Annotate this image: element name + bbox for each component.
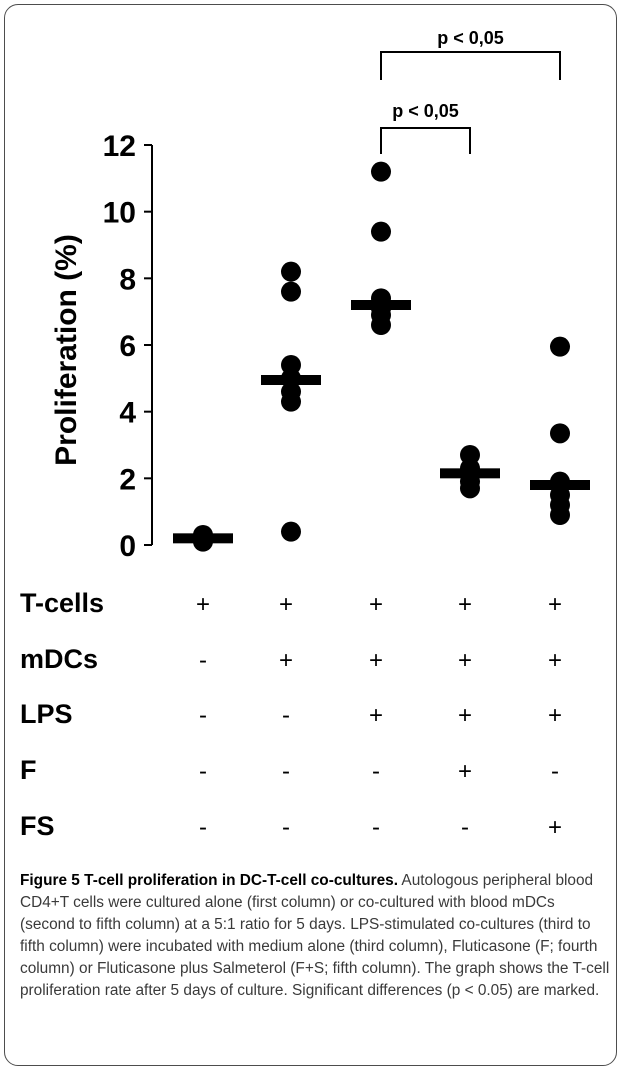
condition-label: T-cells	[20, 588, 104, 618]
significance-bracket	[381, 52, 560, 80]
data-point	[460, 478, 480, 498]
data-point	[281, 522, 301, 542]
y-axis-label: Proliferation (%)	[50, 234, 83, 466]
data-point	[371, 315, 391, 335]
y-tick-label: 10	[103, 197, 136, 230]
condition-value: -	[282, 758, 290, 785]
significance-label: p < 0,05	[392, 101, 459, 121]
y-tick-label: 0	[119, 530, 136, 563]
caption-title: Figure 5 T-cell proliferation in DC-T-ce…	[20, 872, 398, 889]
condition-value: +	[369, 591, 383, 618]
median-bar	[173, 533, 233, 543]
condition-value: -	[372, 814, 380, 841]
condition-value: -	[282, 814, 290, 841]
median-bar	[440, 468, 500, 478]
condition-value: -	[199, 647, 207, 674]
condition-value: +	[548, 702, 562, 729]
condition-value: -	[551, 758, 559, 785]
condition-label: mDCs	[20, 644, 98, 674]
y-tick-label: 4	[119, 397, 136, 430]
condition-value: +	[369, 647, 383, 674]
data-point	[371, 162, 391, 182]
y-tick-label: 6	[119, 330, 136, 363]
median-bar	[530, 480, 590, 490]
condition-value: -	[282, 702, 290, 729]
condition-value: +	[548, 647, 562, 674]
caption-text: Autologous peripheral blood CD4+T cells …	[20, 872, 609, 999]
condition-value: +	[548, 591, 562, 618]
significance-label: p < 0,05	[437, 28, 504, 48]
condition-value: -	[461, 814, 469, 841]
condition-value: -	[199, 758, 207, 785]
condition-value: +	[458, 647, 472, 674]
condition-value: -	[199, 702, 207, 729]
data-point	[281, 262, 301, 282]
condition-label: FS	[20, 811, 55, 841]
condition-value: -	[199, 814, 207, 841]
condition-value: +	[458, 758, 472, 785]
condition-value: +	[279, 591, 293, 618]
condition-value: -	[372, 758, 380, 785]
condition-label: F	[20, 755, 37, 785]
condition-value: +	[458, 591, 472, 618]
y-tick-label: 2	[119, 463, 136, 496]
condition-value: +	[458, 702, 472, 729]
data-point	[371, 222, 391, 242]
figure-caption: Figure 5 T-cell proliferation in DC-T-ce…	[20, 870, 612, 1002]
data-point	[550, 423, 570, 443]
condition-value: +	[369, 702, 383, 729]
significance-bracket	[381, 128, 470, 154]
data-point	[550, 505, 570, 525]
y-tick-label: 8	[119, 263, 136, 296]
median-bar	[261, 375, 321, 385]
proliferation-chart: 0 2 4 6 8 10 12 Proliferation (%) p < 0,05 p < 0,…	[0, 0, 625, 860]
condition-value: +	[548, 814, 562, 841]
condition-value: +	[279, 647, 293, 674]
condition-value: +	[196, 591, 210, 618]
condition-label: LPS	[20, 699, 73, 729]
y-tick-label: 12	[103, 130, 136, 163]
data-point	[281, 282, 301, 302]
data-point	[281, 392, 301, 412]
data-point	[550, 337, 570, 357]
median-bar	[351, 300, 411, 310]
